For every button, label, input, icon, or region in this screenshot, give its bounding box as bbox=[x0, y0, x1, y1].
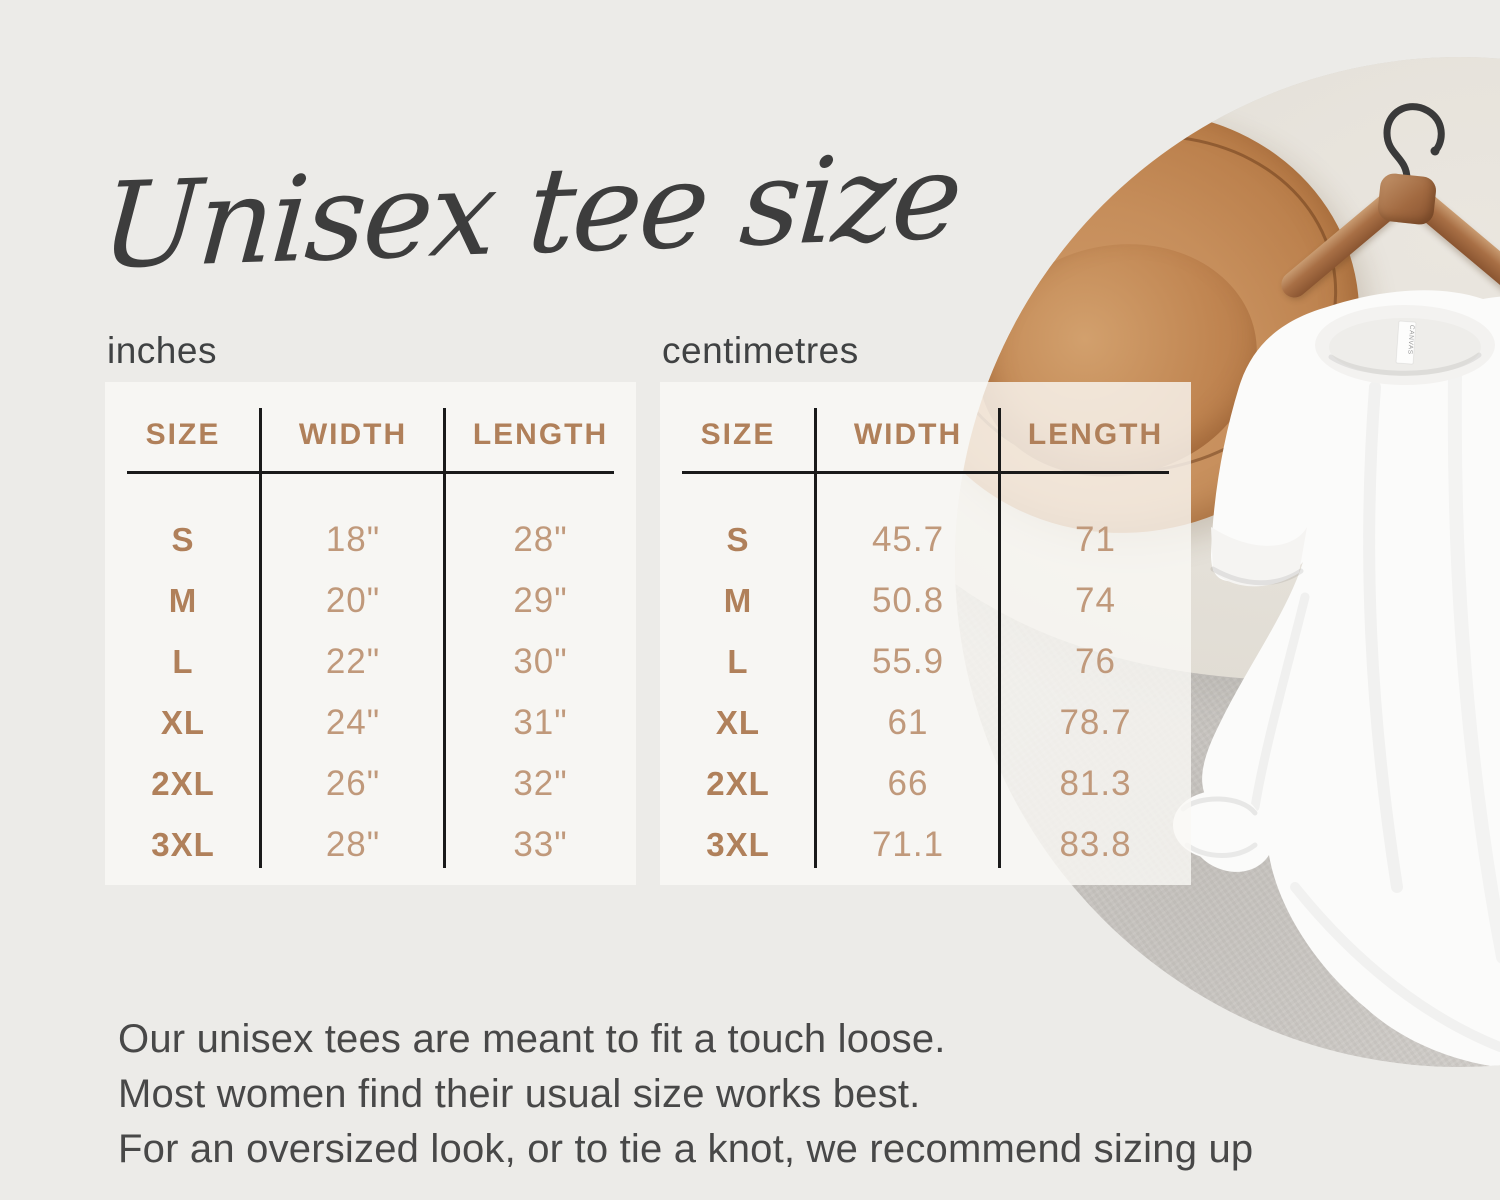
length-cell: 76 bbox=[1075, 641, 1116, 681]
size-table-inches: SIZE WIDTH LENGTH S 18" 28" M 20" 29" L … bbox=[105, 382, 636, 885]
size-cell: S bbox=[171, 520, 195, 558]
width-cell: 61 bbox=[887, 702, 929, 742]
header-divider-line bbox=[682, 471, 1169, 474]
length-cell: 28" bbox=[513, 519, 568, 559]
column-divider bbox=[814, 408, 817, 868]
width-cell: 66 bbox=[887, 763, 929, 803]
size-cell: M bbox=[168, 581, 198, 619]
size-cell: XL bbox=[160, 703, 206, 741]
column-divider bbox=[443, 408, 446, 868]
table-row: XL 61 78.7 bbox=[660, 692, 1191, 753]
table-row: 3XL 28" 33" bbox=[105, 814, 636, 875]
length-cell: 31" bbox=[513, 702, 568, 742]
size-cell: 2XL bbox=[706, 764, 770, 802]
col-header-width: WIDTH bbox=[853, 418, 963, 451]
size-cell: S bbox=[726, 520, 750, 558]
width-cell: 28" bbox=[325, 824, 381, 864]
col-header-length: LENGTH bbox=[1027, 418, 1164, 451]
table-body: S 18" 28" M 20" 29" L 22" 30" XL 24" 31"… bbox=[105, 509, 636, 875]
tshirt-body bbox=[1190, 290, 1500, 1067]
table-row: L 55.9 76 bbox=[660, 631, 1191, 692]
size-cell: 2XL bbox=[151, 764, 215, 802]
width-cell: 55.9 bbox=[871, 641, 945, 681]
width-cell: 20" bbox=[325, 580, 381, 620]
unit-label-centimetres: centimetres bbox=[662, 330, 859, 371]
table-row: M 20" 29" bbox=[105, 570, 636, 631]
table-row: XL 24" 31" bbox=[105, 692, 636, 753]
table-row: 2XL 26" 32" bbox=[105, 753, 636, 814]
product-photo-circle: CANVAS bbox=[955, 57, 1500, 1067]
table-row: M 50.8 74 bbox=[660, 570, 1191, 631]
hanger-hook-icon bbox=[1383, 103, 1445, 217]
table-row: 3XL 71.1 83.8 bbox=[660, 814, 1191, 875]
size-cell: 3XL bbox=[151, 825, 215, 863]
length-cell: 81.3 bbox=[1059, 763, 1132, 803]
tshirt-knot bbox=[1173, 791, 1261, 859]
table-row: S 45.7 71 bbox=[660, 509, 1191, 570]
table-header-row: SIZE WIDTH LENGTH bbox=[105, 418, 636, 452]
length-cell: 30" bbox=[513, 641, 568, 681]
width-cell: 22" bbox=[325, 641, 381, 681]
size-cell: L bbox=[172, 642, 194, 680]
tshirt-neck-tag: CANVAS bbox=[1395, 320, 1417, 365]
neck-tag-text: CANVAS bbox=[1406, 325, 1415, 355]
table-row: L 22" 30" bbox=[105, 631, 636, 692]
column-divider bbox=[259, 408, 262, 868]
fit-note-line: For an oversized look, or to tie a knot,… bbox=[118, 1127, 1254, 1171]
width-cell: 18" bbox=[325, 519, 381, 559]
table-row: 2XL 66 81.3 bbox=[660, 753, 1191, 814]
page-title: Unisex tee size bbox=[97, 126, 964, 296]
size-cell: L bbox=[727, 642, 749, 680]
col-header-width: WIDTH bbox=[298, 418, 408, 451]
width-cell: 45.7 bbox=[871, 519, 945, 559]
length-cell: 29" bbox=[513, 580, 568, 620]
width-cell: 50.8 bbox=[871, 580, 945, 620]
table-body: S 45.7 71 M 50.8 74 L 55.9 76 XL 61 78.7… bbox=[660, 509, 1191, 875]
length-cell: 33" bbox=[513, 824, 568, 864]
width-cell: 26" bbox=[325, 763, 381, 803]
width-cell: 71.1 bbox=[871, 824, 945, 864]
tshirt-sleeve-cuff bbox=[1211, 527, 1307, 587]
table-header-row: SIZE WIDTH LENGTH bbox=[660, 418, 1191, 452]
table-row: S 18" 28" bbox=[105, 509, 636, 570]
length-cell: 74 bbox=[1075, 580, 1116, 620]
length-cell: 78.7 bbox=[1059, 702, 1132, 742]
length-cell: 83.8 bbox=[1059, 824, 1132, 864]
fit-note-line: Our unisex tees are meant to fit a touch… bbox=[118, 1017, 946, 1061]
col-header-size: SIZE bbox=[145, 418, 221, 451]
length-cell: 71 bbox=[1075, 519, 1116, 559]
size-cell: 3XL bbox=[706, 825, 770, 863]
unit-label-inches: inches bbox=[107, 330, 217, 371]
column-divider bbox=[998, 408, 1001, 868]
size-cell: XL bbox=[715, 703, 761, 741]
tshirt-illustration: CANVAS bbox=[1173, 290, 1500, 1067]
col-header-length: LENGTH bbox=[472, 418, 609, 451]
length-cell: 32" bbox=[513, 763, 568, 803]
width-cell: 24" bbox=[325, 702, 381, 742]
size-cell: M bbox=[723, 581, 753, 619]
col-header-size: SIZE bbox=[700, 418, 776, 451]
size-table-centimetres: SIZE WIDTH LENGTH S 45.7 71 M 50.8 74 L … bbox=[660, 382, 1191, 885]
fit-note: Our unisex tees are meant to fit a touch… bbox=[118, 1012, 1253, 1177]
header-divider-line bbox=[127, 471, 614, 474]
fit-note-line: Most women find their usual size works b… bbox=[118, 1072, 921, 1116]
